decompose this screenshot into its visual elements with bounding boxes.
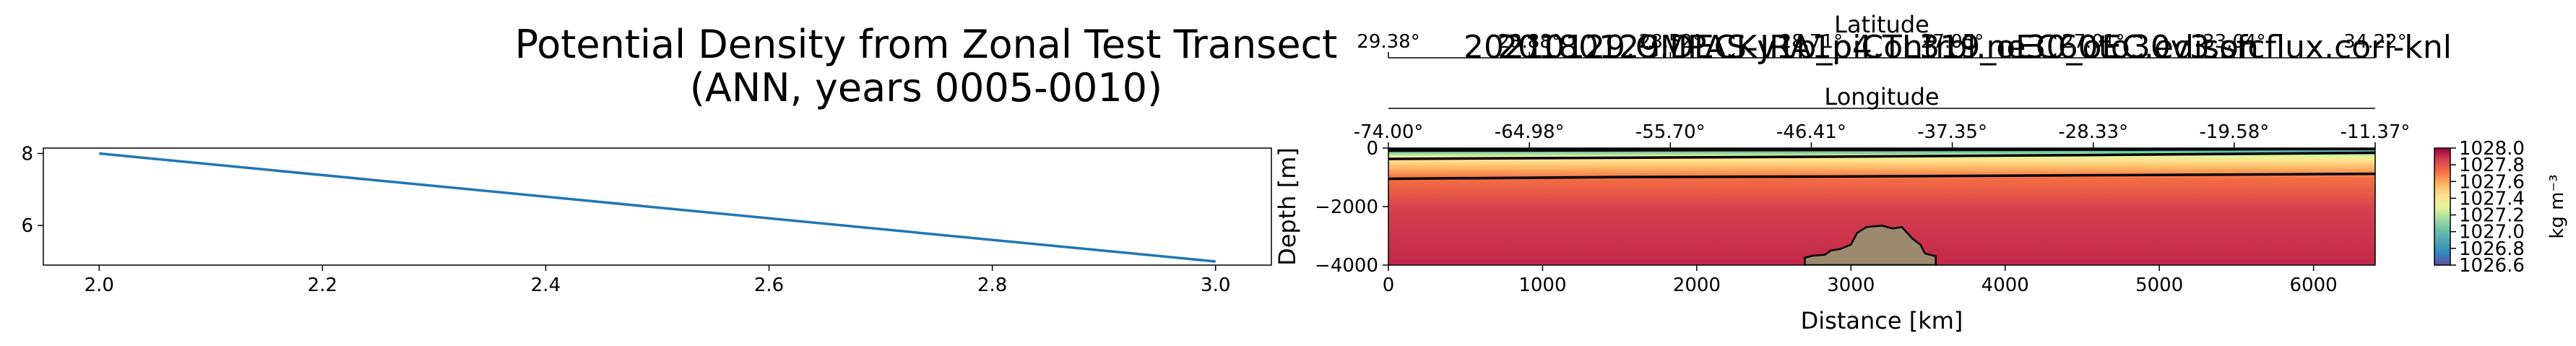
longitude-axis-label: Longitude [1824, 83, 1939, 111]
line-panel-xtick-label: 2.0 [85, 274, 114, 296]
contour-line [1388, 172, 2375, 181]
transect-panel: 0 1000 2000 3000 4000 5000 6000 0 −2000 −4000 Di… [1274, 11, 2410, 334]
transect-xticks: 0 1000 2000 3000 4000 5000 6000 [1383, 265, 2338, 296]
transect-xtick-label: 1000 [1518, 274, 1566, 296]
line-panel-xtick-label: 2.6 [754, 274, 784, 296]
longitude-tick-label: -74.00° [1354, 121, 1424, 143]
longitude-ticks: -74.00° -64.98° -55.70° -46.41° -37.35° -28.3… [1354, 121, 2411, 148]
line-panel-xtick-label: 2.2 [308, 274, 337, 296]
transect-xtick-label: 5000 [2135, 274, 2183, 296]
colorbar-tick-label: 1027.8 [2459, 155, 2525, 176]
longitude-tick-label: -64.98° [1495, 121, 1565, 143]
transect-xlabel: Distance [km] [1801, 307, 1963, 334]
contour-line [1388, 151, 2375, 160]
longitude-tick-label: -19.58° [2199, 121, 2269, 143]
overlay-title: 20210129.GMPAS-JRA1p4.TL319_oEC60to30v3.… [1464, 29, 2452, 66]
latitude-tick-label: 33.04° [2203, 31, 2265, 53]
latitude-axis-label: Latitude [1834, 11, 1929, 38]
figure-title-line2: (ANN, years 0005-0010) [690, 65, 1162, 111]
bathymetry [1804, 225, 1937, 265]
colorbar-tick-label: 1028.0 [2459, 138, 2525, 160]
colorbar-tick-label: 1026.6 [2459, 255, 2525, 277]
transect-xtick-label: 6000 [2290, 274, 2338, 296]
colorbar-tick-label: 1027.2 [2459, 205, 2525, 227]
transect-ytick-label: −4000 [1315, 255, 1378, 277]
transect-yticks: 0 −2000 −4000 [1315, 138, 1388, 277]
latitude-tick-label: 28.52° [1639, 31, 1702, 53]
longitude-tick-label: -46.41° [1776, 121, 1846, 143]
line-panel: 2.0 2.2 2.4 2.6 2.8 3.0 68 [21, 143, 1272, 296]
transect-xtick-label: 3000 [1827, 274, 1875, 296]
colorbar-gradient [2434, 147, 2451, 266]
line-panel-xticks: 2.0 2.2 2.4 2.6 2.8 3.0 [85, 265, 1230, 296]
transect-ylabel: Depth [m] [1274, 147, 1301, 266]
latitude-tick-label: 28.88° [1497, 31, 1560, 53]
figure-title-line1: Potential Density from Zonal Test Transe… [515, 22, 1338, 67]
longitude-tick-label: -37.35° [1917, 121, 1987, 143]
series-line [99, 152, 1216, 263]
transect-xtick-label: 4000 [1981, 274, 2029, 296]
colorbar-tick-label: 1027.4 [2459, 188, 2525, 209]
colorbar-ticks: 1026.61026.81027.01027.21027.41027.61027… [2450, 138, 2525, 277]
line-panel-yticks: 68 [21, 143, 43, 237]
line-panel-ytick-label: 6 [21, 215, 33, 237]
line-panel-ytick-label: 8 [21, 143, 33, 165]
longitude-tick-label: -28.33° [2058, 121, 2128, 143]
latitude-tick-label: 29.38° [1357, 31, 1419, 53]
latitude-tick-label: 34.22° [2343, 31, 2406, 53]
line-panel-xtick-label: 2.8 [977, 274, 1007, 296]
colorbar-tick-label: 1027.0 [2459, 222, 2525, 243]
colorbar-tick-label: 1026.8 [2459, 238, 2525, 260]
longitude-tick-label: -55.70° [1635, 121, 1706, 143]
latitude-tick-label: 28.71° [1780, 31, 1843, 53]
transect-ytick-label: −2000 [1315, 196, 1378, 218]
overlay-title-2: 20180129.DECKv1b_piControl.ne30_oEC.edis… [1497, 29, 2259, 66]
line-panel-series [99, 152, 1216, 263]
line-panel-xtick-label: 3.0 [1201, 274, 1230, 296]
latitude-ticks: 29.38° 28.88° 28.52° 28.71° 27.05° 27.01° 33.0… [1357, 31, 2407, 58]
colorbar-tick-label: 1027.6 [2459, 171, 2525, 193]
transect-xtick-label: 2000 [1673, 274, 1721, 296]
longitude-tick-label: -11.37° [2341, 121, 2411, 143]
latitude-tick-label: 27.01° [2062, 31, 2125, 53]
density-contours [1388, 148, 2375, 181]
colorbar-label: kg m⁻³ [2546, 174, 2568, 238]
line-panel-xtick-label: 2.4 [531, 274, 561, 296]
latitude-tick-label: 27.05° [1921, 31, 1984, 53]
transect-xtick-label: 0 [1383, 274, 1395, 296]
colorbar: 1026.61026.81027.01027.21027.41027.61027… [2434, 138, 2568, 277]
transect-ytick-label: 0 [1366, 138, 1378, 160]
